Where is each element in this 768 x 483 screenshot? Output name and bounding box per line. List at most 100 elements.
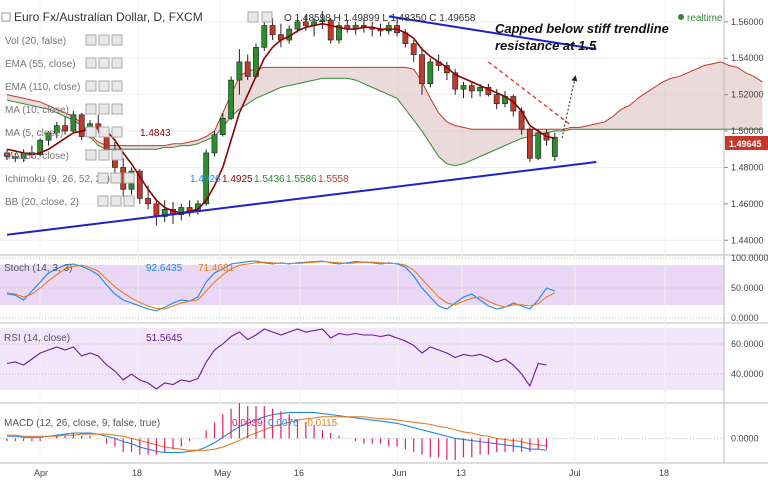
signal-line <box>7 416 547 451</box>
indicator-settings-icon <box>110 195 122 207</box>
pane-tick-label: 50.0000 <box>731 283 764 293</box>
candle-body <box>319 19 326 23</box>
price-tag-box <box>725 136 768 150</box>
macd-value-1: 0.0039 <box>232 418 263 429</box>
candle-body <box>161 209 168 217</box>
indicator-value: 1.4843 <box>140 128 171 139</box>
time-tick-label: 13 <box>456 468 466 478</box>
price-axis-ticks: 1.56000 1.54000 1.52000 1.50000 1.48000 1.460… <box>724 17 764 245</box>
pane-tick-label: 100.0000 <box>731 253 768 263</box>
pane-tick-label: 60.0000 <box>731 339 764 349</box>
price-tick-label: 1.56000 <box>731 17 764 27</box>
indicator-label: MA (5, close) <box>5 128 63 139</box>
macd-label: MACD (12, 26, close, 9, false, true) <box>4 418 160 429</box>
indicator-close-icon <box>111 103 123 115</box>
moving-average <box>6 22 555 214</box>
candle-body <box>244 61 251 77</box>
candle-body <box>410 43 417 55</box>
time-tick-label: Apr <box>34 468 48 478</box>
time-tick-label: May <box>214 468 232 478</box>
rsi-band <box>0 328 724 390</box>
ichimoku-value: 1.4926 <box>190 174 221 185</box>
candle-body <box>468 85 475 92</box>
candle-body <box>526 128 533 159</box>
price-tick-label: 1.54000 <box>731 53 764 63</box>
indicator-close-icon <box>123 172 135 184</box>
indicator-settings-icon <box>98 57 110 69</box>
indicator-close-icon <box>111 126 123 138</box>
indicator-visibility-icon <box>97 172 109 184</box>
candle-body <box>12 156 19 159</box>
stoch-label: Stoch (14, 3, 3) <box>4 263 72 274</box>
ichimoku-value: 1.5586 <box>286 174 317 185</box>
candle-body <box>477 87 483 92</box>
realtime-label: realtime <box>687 13 723 24</box>
candle-body <box>269 25 276 35</box>
cloud-fill <box>7 61 763 166</box>
indicator-visibility-icon <box>97 195 109 207</box>
stoch-k-value: 92.6435 <box>146 263 183 274</box>
indicator-visibility-icon <box>85 57 97 69</box>
candle-body <box>551 136 558 157</box>
time-tick-label: Jul <box>569 468 581 478</box>
rsi-line <box>6 328 547 390</box>
pane-tick-label: 0.0000 <box>731 433 759 443</box>
short-term-resistance-trendline <box>487 61 572 127</box>
candle-body <box>219 118 226 135</box>
indicator-visibility-icon <box>85 149 97 161</box>
symbol-title: Euro Fx/Australian Dollar, D, FXCM <box>14 10 203 24</box>
indicator-settings-icon <box>98 103 110 115</box>
stoch-k-line <box>6 260 555 312</box>
candle-body <box>236 61 243 81</box>
indicator-label: MA (10, close) <box>5 105 69 116</box>
collapse-icon[interactable] <box>1 12 11 22</box>
candle-body <box>4 152 10 157</box>
annotation-line-1: Capped below stiff trendline <box>495 21 669 36</box>
candles <box>4 10 558 226</box>
time-tick-label: 18 <box>659 468 669 478</box>
ichimoku-value: 1.5558 <box>318 174 349 185</box>
candle-body <box>45 132 52 141</box>
price-tag: 1.49645 <box>729 139 762 149</box>
macd-value-2: 0.0076 <box>268 418 299 429</box>
candle-body <box>385 25 392 32</box>
candle-body <box>493 94 500 105</box>
ohlc-values: O 1.48598 H 1.49899 L 1.48350 C 1.49658 <box>284 13 476 24</box>
indicator-visibility-icon <box>85 103 97 115</box>
cloud-lower-span <box>6 77 763 167</box>
indicator-label: Ichimoku (9, 26, 52, 26) <box>5 174 110 185</box>
indicator-close-icon <box>111 57 123 69</box>
stoch-d-value: 71.4681 <box>198 263 235 274</box>
indicator-close-icon <box>111 34 123 46</box>
candle-body <box>70 114 77 132</box>
time-tick-label: Jun <box>392 468 407 478</box>
candle-body <box>203 152 210 205</box>
candle-body <box>153 203 160 217</box>
indicator-legend: Vol (20, false) EMA (55, close) EMA (110, … <box>5 34 349 208</box>
candle-body <box>211 134 218 154</box>
trendlines <box>6 15 597 236</box>
ichimoku-value: 1.4925 <box>222 174 253 185</box>
visibility-icon[interactable] <box>247 11 259 23</box>
indicator-label: Vol (20, false) <box>5 36 66 47</box>
candle-body <box>460 85 467 90</box>
indicator-settings-icon <box>98 80 110 92</box>
price-tick-label: 1.44000 <box>731 235 764 245</box>
candle-body <box>53 125 60 134</box>
indicator-label: BB (20, close, 2) <box>5 197 79 208</box>
indicator-label: EMA (55, close) <box>5 59 76 70</box>
stoch-d-line <box>6 261 556 310</box>
candle-body <box>78 114 85 137</box>
rsi-value: 51.5645 <box>146 333 183 344</box>
cloud-upper-span <box>6 61 763 147</box>
settings-icon[interactable] <box>261 11 273 23</box>
ma-line <box>6 22 555 214</box>
macd-value-3: -0.0115 <box>304 418 338 429</box>
indicator-settings-icon <box>98 126 110 138</box>
indicator-visibility-icon <box>85 80 97 92</box>
candle-body <box>535 132 542 159</box>
indicator-close-icon <box>111 80 123 92</box>
indicator-close-icon <box>111 149 123 161</box>
candle-body <box>62 125 68 132</box>
